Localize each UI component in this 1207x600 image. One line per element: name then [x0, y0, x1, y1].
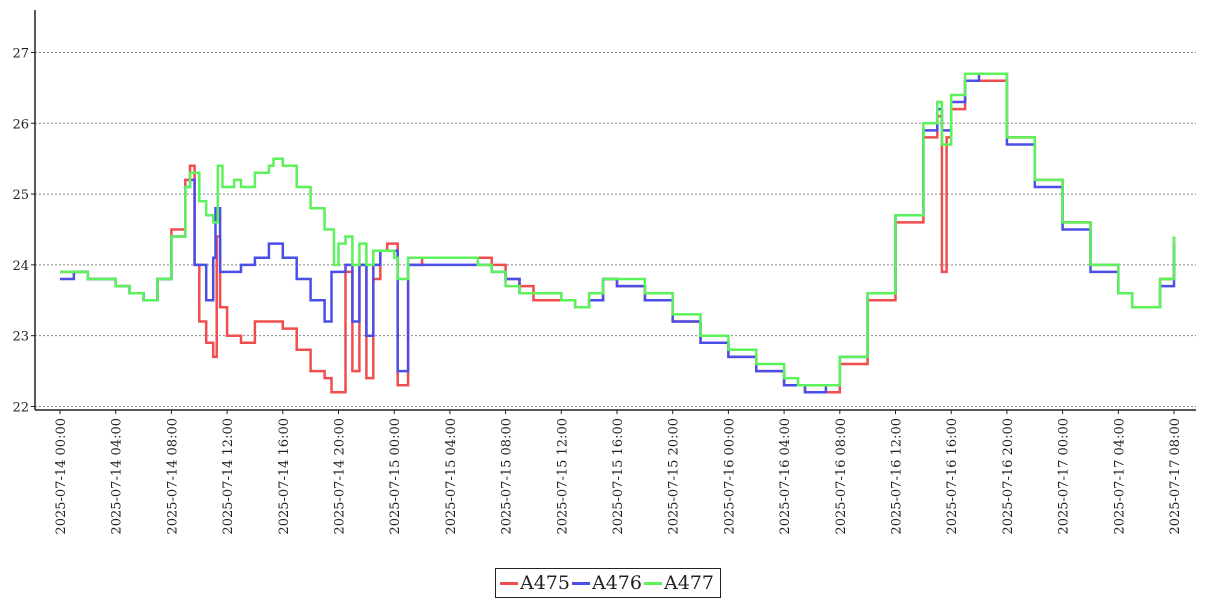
legend-swatch-a475 — [500, 581, 518, 585]
legend: A475 A476 A477 — [495, 568, 721, 598]
y-tick-label: 22 — [12, 400, 29, 415]
y-ticks: 22 23 24 25 26 27 — [12, 46, 35, 415]
x-tick-label: 2025-07-14 08:00 — [165, 418, 180, 535]
axes — [34, 10, 1196, 411]
x-tick-label: 2025-07-14 04:00 — [110, 418, 125, 535]
legend-label-a476: A476 — [592, 572, 642, 594]
x-ticks: 2025-07-14 00:00 2025-07-14 04:00 2025-07-… — [54, 410, 1183, 535]
legend-label-a477: A477 — [664, 572, 714, 594]
legend-item-a475: A475 — [500, 572, 570, 594]
x-tick-label: 2025-07-14 16:00 — [277, 418, 292, 535]
legend-swatch-a476 — [572, 581, 590, 585]
x-tick-label: 2025-07-15 00:00 — [388, 418, 403, 535]
series-group — [60, 72, 1176, 394]
x-tick-label: 2025-07-16 20:00 — [1001, 418, 1016, 535]
y-tick-label: 25 — [12, 188, 29, 203]
x-tick-label: 2025-07-14 20:00 — [333, 418, 348, 535]
legend-swatch-a477 — [644, 581, 662, 585]
legend-item-a477: A477 — [644, 572, 714, 594]
x-tick-label: 2025-07-16 16:00 — [945, 418, 960, 535]
y-tick-label: 24 — [12, 259, 29, 274]
x-tick-label: 2025-07-15 16:00 — [611, 418, 626, 535]
x-tick-label: 2025-07-16 04:00 — [778, 418, 793, 535]
x-tick-label: 2025-07-17 04:00 — [1112, 418, 1127, 535]
x-tick-label: 2025-07-15 20:00 — [667, 418, 682, 535]
x-tick-label: 2025-07-14 12:00 — [221, 418, 236, 535]
x-tick-label: 2025-07-16 08:00 — [834, 418, 849, 535]
y-tick-label: 27 — [12, 46, 29, 61]
legend-label-a475: A475 — [520, 572, 570, 594]
series-line-a477 — [60, 72, 1176, 387]
legend-item-a476: A476 — [572, 572, 642, 594]
x-tick-label: 2025-07-16 00:00 — [722, 418, 737, 535]
x-tick-label: 2025-07-15 08:00 — [500, 418, 515, 535]
series-line-a475 — [60, 79, 1176, 394]
x-tick-label: 2025-07-14 00:00 — [54, 418, 69, 535]
x-tick-label: 2025-07-15 12:00 — [555, 418, 570, 535]
x-tick-label: 2025-07-15 04:00 — [444, 418, 459, 535]
grid-lines — [35, 51, 1196, 407]
y-tick-label: 26 — [12, 117, 29, 132]
x-tick-label: 2025-07-16 12:00 — [890, 418, 905, 535]
y-tick-label: 23 — [12, 330, 29, 345]
x-tick-label: 2025-07-17 00:00 — [1057, 418, 1072, 535]
x-tick-label: 2025-07-17 08:00 — [1168, 418, 1183, 535]
